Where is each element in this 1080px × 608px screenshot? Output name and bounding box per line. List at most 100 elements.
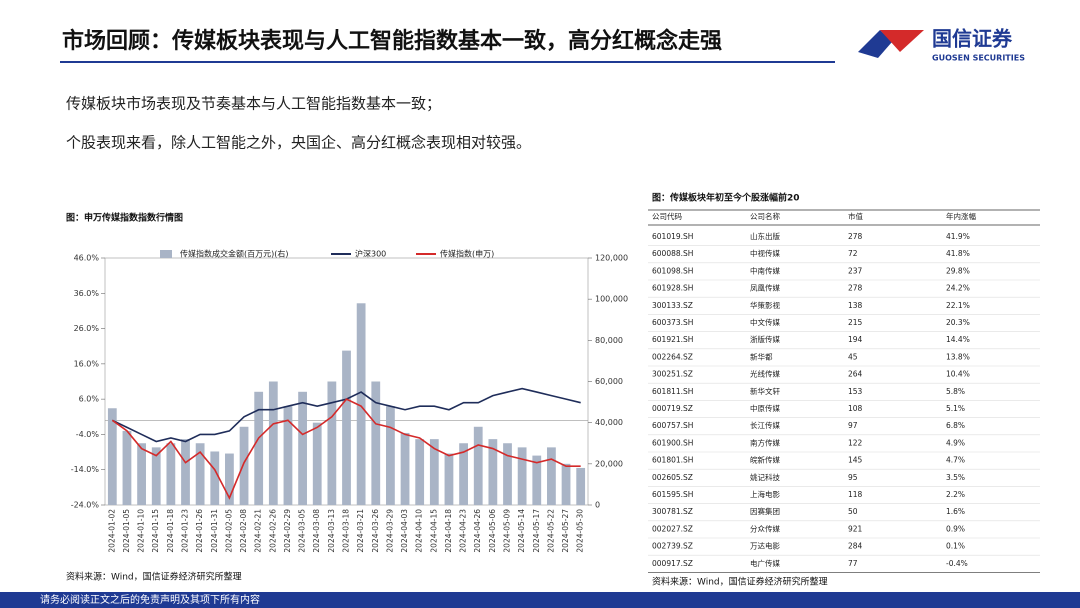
x-tick-label: 2024-01-15 [151,509,160,553]
bar [561,463,571,505]
bar [547,447,556,505]
bar [268,381,278,505]
y2-tick-label: 100,000 [595,295,628,304]
x-tick-label: 2024-04-18 [444,509,453,553]
table-cell: 138 [848,301,863,310]
table-cell: 000917.SZ [652,559,693,568]
y-tick-label: -4.0% [76,430,100,439]
table-cell: 601921.SH [652,335,693,344]
x-tick-label: 2024-01-10 [137,509,146,553]
table-cell: 14.4% [946,335,970,344]
table-cell: 中原传媒 [750,403,780,413]
x-tick-label: 2024-04-23 [459,509,468,553]
y-tick-label: -24.0% [71,501,100,510]
legend-swatch [160,250,172,258]
table-cell: 13.8% [946,352,970,361]
x-tick-label: 2024-05-22 [546,509,555,553]
bar [342,350,351,505]
x-tick-label: 2024-01-18 [166,509,175,553]
bar [459,443,468,505]
x-tick-label: 2024-02-29 [283,509,292,553]
table-cell: 凤凰传媒 [750,283,780,293]
y2-tick-label: 60,000 [595,377,623,386]
bar [181,439,190,505]
chart-source: 资料来源：Wind，国信证券经济研究所整理 [66,571,242,583]
y2-tick-label: 80,000 [595,336,623,345]
table-cell: 中视传媒 [750,248,780,258]
table-cell: 300133.SZ [652,301,693,310]
x-tick-label: 2024-03-08 [312,509,321,553]
table-cell: 41.8% [946,249,970,258]
table-cell: 24.2% [946,284,970,293]
bar [488,439,498,505]
bar [415,439,425,505]
logo-en: GUOSEN SECURITIES [932,54,1025,63]
table-cell: 新华文轩 [750,386,780,396]
table-cell: 3.5% [946,473,965,482]
x-tick-label: 2024-05-09 [503,509,512,553]
bar [444,453,454,505]
bar [137,443,146,505]
x-tick-label: 2024-02-08 [239,509,248,553]
table-cell: 145 [848,456,863,465]
y-tick-label: -14.0% [71,465,100,474]
x-tick-label: 2024-03-05 [298,509,307,553]
y2-tick-label: 40,000 [595,418,623,427]
line [111,398,581,500]
table-source: 资料来源：Wind，国信证券经济研究所整理 [652,576,828,588]
table-cell: 4.9% [946,438,965,447]
x-tick-label: 2024-03-18 [342,509,351,553]
table-cell: 215 [848,318,863,327]
bar [210,451,220,505]
bar [371,381,381,505]
bar [503,443,512,505]
bar [429,439,439,505]
y-tick-label: 36.0% [74,289,100,298]
table-cell: 2.2% [946,490,965,499]
bar [122,430,132,505]
bar [517,447,527,505]
table-cell: 电广传媒 [750,558,780,568]
table-cell: 22.1% [946,301,970,310]
table-cell: 长江传媒 [750,420,780,430]
table-cell: 153 [848,387,863,396]
table-cell: 601801.SH [652,456,693,465]
table-cell: 因赛集团 [750,506,780,516]
y-tick-label: 16.0% [74,359,100,368]
table-cell: 000719.SZ [652,404,693,413]
table-cell: 5.8% [946,387,965,396]
y2-tick-label: 20,000 [595,459,623,468]
legend-label: 传媒指数成交金额(百万元)(右) [180,249,288,259]
logo: 国信证券 GUOSEN SECURITIES [858,27,1025,63]
table-cell: 45 [848,352,858,361]
table-cell: 华策影视 [750,300,780,310]
table-cell: 新华都 [750,351,773,361]
y-tick-label: 6.0% [79,395,100,404]
x-tick-label: 2024-03-29 [385,509,394,553]
slide-title: 市场回顾：传媒板块表现与人工智能指数基本一致，高分红概念走强 [62,28,722,54]
x-tick-label: 2024-04-26 [473,509,482,553]
x-tick-label: 2024-01-02 [107,509,116,553]
table-cell: 29.8% [946,266,970,275]
table-header: 公司代码 [652,211,682,221]
bullet: 传媒板块市场表现及节奏基本与人工智能指数基本一致； [66,95,441,113]
table-cell: 万达电影 [750,541,780,551]
bar [327,381,337,505]
x-tick-label: 2024-05-14 [517,509,526,553]
x-tick-label: 2024-05-17 [532,509,541,553]
table-cell: 118 [848,490,863,499]
table-cell: 601811.SH [652,387,693,396]
table-cell: 264 [848,370,863,379]
x-tick-label: 2024-05-27 [561,509,570,553]
table-header: 公司名称 [750,211,780,221]
table-cell: 皖新传媒 [750,455,780,465]
bar [195,443,205,505]
table-cell: 600373.SH [652,318,693,327]
table-cell: 50 [848,507,858,516]
x-tick-label: 2024-02-21 [254,509,263,553]
table-cell: -0.4% [946,559,968,568]
y-tick-label: 26.0% [74,324,100,333]
x-tick-label: 2024-04-10 [415,509,424,553]
